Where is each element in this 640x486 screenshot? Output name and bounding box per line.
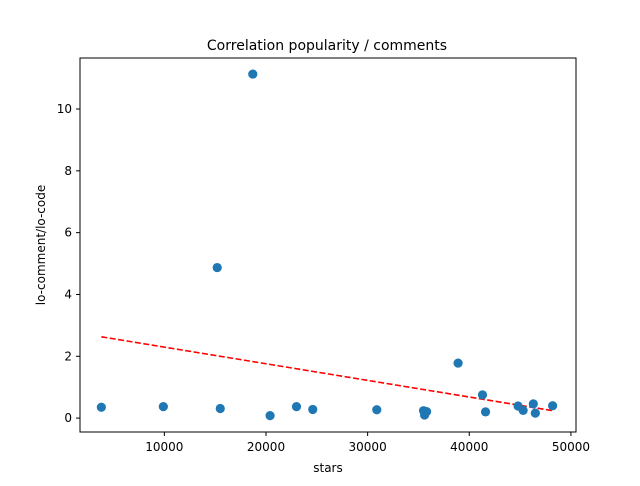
- data-point: [528, 399, 538, 409]
- data-point: [158, 402, 168, 412]
- data-point: [215, 403, 225, 414]
- data-point: [480, 407, 491, 417]
- data-point: [518, 405, 528, 415]
- y-tick-label: 4: [64, 287, 72, 301]
- data-point: [248, 69, 258, 79]
- data-point: [548, 401, 558, 411]
- data-point: [212, 262, 222, 273]
- data-point: [477, 390, 488, 400]
- plot-frame: [79, 57, 577, 433]
- y-tick-label: 2: [64, 349, 72, 363]
- data-point: [96, 402, 106, 412]
- data-point: [453, 358, 463, 368]
- y-axis-label: lo-comment/lo-code: [34, 185, 48, 305]
- y-tick-label: 10: [57, 102, 72, 116]
- x-tick-label: 40000: [450, 440, 488, 454]
- data-point: [530, 408, 540, 418]
- x-tick-label: 30000: [349, 440, 387, 454]
- x-axis-label: stars: [313, 461, 343, 475]
- y-tick-label: 0: [64, 411, 72, 425]
- y-tick-label: 8: [64, 164, 72, 178]
- data-point: [308, 404, 318, 415]
- x-axis-ticks: 10000 20000 30000 40000 50000: [145, 432, 590, 454]
- chart-title: Correlation popularity / comments: [207, 38, 447, 54]
- data-point: [291, 402, 302, 412]
- y-axis-ticks: 0 2 4 6 8 10: [57, 102, 80, 425]
- points-layer: [96, 69, 558, 421]
- data-point: [421, 407, 432, 417]
- y-tick-label: 6: [64, 226, 72, 240]
- x-tick-label: 20000: [247, 440, 285, 454]
- data-point: [372, 405, 382, 415]
- x-tick-label: 10000: [145, 440, 183, 454]
- x-tick-label: 50000: [552, 440, 590, 454]
- data-point: [265, 411, 275, 421]
